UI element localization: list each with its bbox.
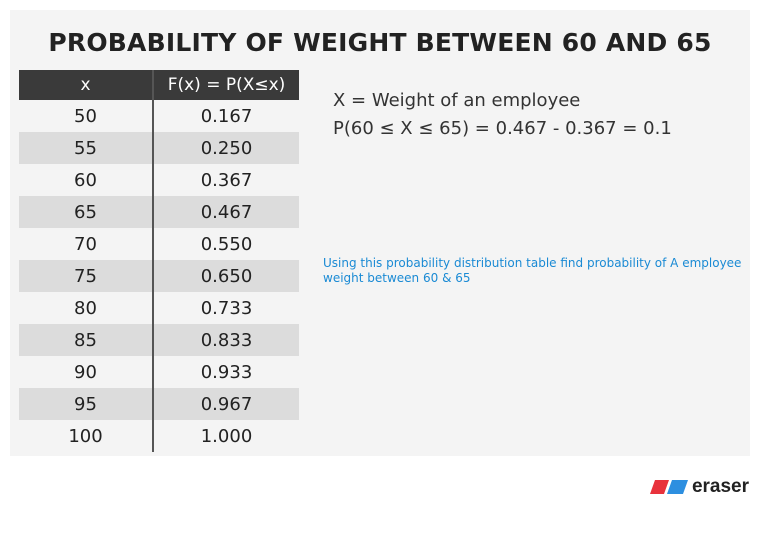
- table-row: 60 0.367: [19, 164, 299, 196]
- definition-text: X = Weight of an employee P(60 ≤ X ≤ 65)…: [333, 87, 672, 143]
- cell-x: 65: [19, 196, 154, 228]
- header-x: x: [19, 70, 154, 100]
- cell-x: 85: [19, 324, 154, 356]
- table-row: 75 0.650: [19, 260, 299, 292]
- cell-cdf: 0.550: [153, 228, 299, 260]
- table-header-row: x F(x) = P(X≤x): [19, 70, 299, 100]
- slide-panel: PROBABILITY OF WEIGHT BETWEEN 60 AND 65 …: [10, 10, 750, 456]
- cell-x: 75: [19, 260, 154, 292]
- cell-cdf: 0.650: [153, 260, 299, 292]
- cell-cdf: 0.733: [153, 292, 299, 324]
- cell-x: 90: [19, 356, 154, 388]
- eraser-logo: eraser: [649, 476, 749, 498]
- cell-x: 80: [19, 292, 154, 324]
- header-cdf: F(x) = P(X≤x): [153, 70, 299, 100]
- cell-x: 60: [19, 164, 154, 196]
- table-row: 80 0.733: [19, 292, 299, 324]
- cell-x: 100: [19, 420, 154, 452]
- table-row: 85 0.833: [19, 324, 299, 356]
- table-row: 55 0.250: [19, 132, 299, 164]
- definition-line-1: X = Weight of an employee: [333, 90, 581, 111]
- eraser-logo-icon: [649, 480, 688, 494]
- table-row: 95 0.967: [19, 388, 299, 420]
- table-row: 65 0.467: [19, 196, 299, 228]
- definition-line-2: P(60 ≤ X ≤ 65) = 0.467 - 0.367 = 0.1: [333, 118, 672, 139]
- cell-cdf: 0.967: [153, 388, 299, 420]
- cell-x: 55: [19, 132, 154, 164]
- table-row: 70 0.550: [19, 228, 299, 260]
- cell-cdf: 0.833: [153, 324, 299, 356]
- cell-x: 95: [19, 388, 154, 420]
- cell-cdf: 0.467: [153, 196, 299, 228]
- slide-title: PROBABILITY OF WEIGHT BETWEEN 60 AND 65: [48, 28, 712, 57]
- instruction-note: Using this probability distribution tabl…: [323, 256, 742, 285]
- cell-cdf: 0.933: [153, 356, 299, 388]
- probability-table: x F(x) = P(X≤x) 50 0.167 55 0.250 60 0.367 …: [19, 70, 299, 452]
- table-row: 100 1.000: [19, 420, 299, 452]
- cell-cdf: 0.250: [153, 132, 299, 164]
- cell-x: 70: [19, 228, 154, 260]
- cell-cdf: 0.367: [153, 164, 299, 196]
- cell-x: 50: [19, 100, 154, 132]
- table-row: 90 0.933: [19, 356, 299, 388]
- table-row: 50 0.167: [19, 100, 299, 132]
- eraser-wordmark: eraser: [691, 476, 749, 497]
- cell-cdf: 1.000: [153, 420, 299, 452]
- cell-cdf: 0.167: [153, 100, 299, 132]
